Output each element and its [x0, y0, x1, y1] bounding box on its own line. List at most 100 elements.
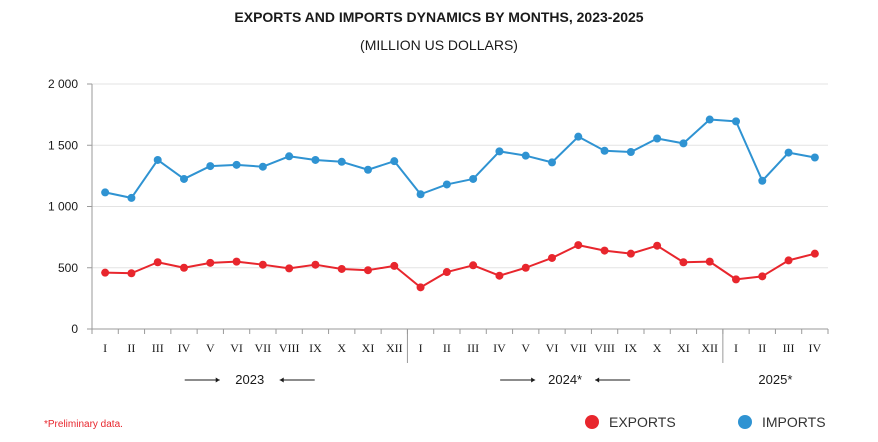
x-tick-label: V: [206, 341, 215, 355]
data-point-exports: [364, 266, 372, 275]
data-point-imports: [732, 117, 740, 126]
data-point-exports: [416, 283, 425, 292]
y-tick-label: 1 500: [48, 138, 78, 152]
year-arrow-left-head: [531, 377, 536, 383]
data-point-exports: [469, 261, 478, 270]
x-tick-label: IV: [809, 341, 822, 355]
y-tick-label: 2 000: [48, 77, 78, 91]
data-point-exports: [390, 261, 399, 270]
x-tick-label: XI: [362, 341, 375, 355]
legend-marker-exports: [585, 415, 599, 429]
x-tick-label: II: [127, 341, 135, 355]
x-tick-label: VI: [546, 341, 559, 355]
y-tick-label: 500: [58, 261, 78, 275]
data-point-imports: [469, 174, 478, 183]
data-point-exports: [206, 258, 215, 267]
x-tick-label: IX: [625, 341, 638, 355]
data-point-imports: [337, 157, 346, 166]
data-point-imports: [548, 158, 556, 167]
data-point-imports: [679, 139, 688, 148]
data-point-exports: [127, 269, 136, 278]
x-tick-label: XII: [701, 341, 718, 355]
data-point-exports: [653, 241, 662, 250]
data-point-imports: [206, 162, 215, 171]
data-point-exports: [732, 275, 740, 284]
x-tick-label: III: [783, 341, 795, 355]
data-point-exports: [337, 264, 346, 273]
data-point-exports: [495, 271, 504, 280]
legend-marker-imports: [738, 415, 752, 429]
x-tick-label: VII: [570, 341, 587, 355]
data-point-imports: [574, 132, 583, 141]
x-tick-label: VII: [255, 341, 272, 355]
data-point-imports: [311, 155, 320, 164]
data-point-exports: [600, 246, 609, 255]
data-point-imports: [153, 155, 162, 164]
data-point-imports: [705, 115, 714, 124]
data-point-exports: [258, 260, 267, 269]
footnote: *Preliminary data.: [44, 419, 123, 430]
data-point-imports: [416, 190, 425, 199]
data-point-exports: [442, 268, 451, 277]
year-label: 2023: [235, 372, 264, 387]
x-tick-label: I: [103, 341, 107, 355]
chart-subtitle: (MILLION US DOLLARS): [360, 37, 518, 53]
year-label: 2024*: [548, 372, 582, 387]
data-point-imports: [521, 151, 530, 160]
data-point-exports: [679, 258, 688, 267]
x-tick-label: I: [734, 341, 738, 355]
data-point-imports: [390, 157, 399, 166]
data-point-exports: [626, 249, 635, 258]
data-point-imports: [285, 152, 294, 161]
x-tick-label: VIII: [279, 341, 300, 355]
y-tick-label: 1 000: [48, 200, 78, 214]
data-point-imports: [127, 193, 136, 202]
series: [101, 115, 819, 292]
data-point-imports: [258, 162, 267, 171]
x-tick-label: X: [653, 341, 662, 355]
legend: EXPORTS IMPORTS: [585, 414, 826, 430]
data-point-imports: [364, 165, 372, 174]
data-point-exports: [285, 264, 294, 273]
data-point-imports: [758, 176, 767, 185]
x-axis: I II III IV V VI VII VIII IX X XI XII I II III IV V VI VII…: [91, 328, 829, 387]
x-tick-label: V: [521, 341, 530, 355]
data-point-exports: [705, 257, 714, 266]
data-point-imports: [784, 148, 793, 157]
legend-label-exports: EXPORTS: [609, 414, 676, 430]
y-tick-label: 0: [71, 322, 78, 336]
data-point-imports: [626, 147, 635, 156]
x-tick-label: III: [467, 341, 479, 355]
data-point-exports: [232, 257, 241, 266]
year-arrow-left-head: [215, 377, 220, 383]
data-point-imports: [442, 180, 451, 189]
data-point-exports: [311, 260, 320, 269]
data-point-exports: [521, 263, 530, 272]
x-tick-label: VIII: [594, 341, 615, 355]
series-line-imports: [104, 118, 816, 199]
y-axis: 0 500 1 000 1 500 2 000: [48, 77, 93, 336]
data-point-exports: [758, 272, 767, 281]
data-point-exports: [153, 258, 162, 267]
x-tick-label: XI: [677, 341, 690, 355]
data-point-imports: [180, 174, 188, 183]
data-point-imports: [653, 134, 662, 143]
year-arrow-right-head: [595, 377, 600, 383]
x-tick-label: X: [337, 341, 346, 355]
data-point-imports: [232, 160, 241, 169]
data-point-imports: [600, 146, 609, 155]
x-tick-label: II: [443, 341, 451, 355]
year-label: 2025*: [758, 372, 792, 387]
x-tick-label: IV: [178, 341, 191, 355]
data-point-imports: [101, 188, 110, 197]
data-point-exports: [548, 253, 556, 262]
data-point-exports: [810, 249, 819, 258]
data-point-imports: [810, 153, 819, 162]
data-point-exports: [574, 241, 583, 250]
x-tick-label: VI: [230, 341, 243, 355]
year-arrow-right-head: [279, 377, 284, 383]
x-tick-label: II: [758, 341, 766, 355]
x-tick-label: III: [152, 341, 164, 355]
chart-title: EXPORTS AND IMPORTS DYNAMICS BY MONTHS, …: [234, 9, 643, 25]
